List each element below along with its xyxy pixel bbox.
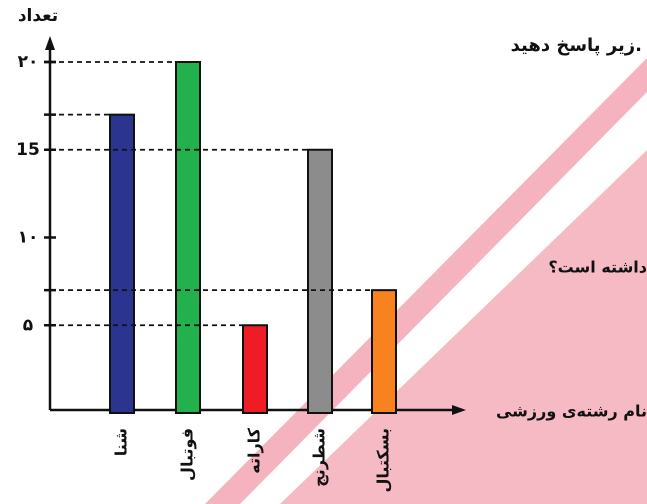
y-axis-arrow <box>45 36 55 50</box>
bar <box>242 324 268 414</box>
y-tick-label: 15 <box>16 140 40 160</box>
bar <box>371 289 397 414</box>
decoration <box>205 58 647 504</box>
x-tick-label: فوتبال <box>178 428 197 481</box>
y-tick-label: ۵ <box>23 315 33 335</box>
x-tick-label: کاراته <box>245 427 264 473</box>
x-axis-label: نام رشته‌ی ورزشی <box>496 402 647 421</box>
x-axis-arrow <box>452 405 466 415</box>
y-tick-label: ۲۰ <box>18 52 39 72</box>
x-tick-label: شطرنج <box>310 428 329 487</box>
annotation: زیر پاسخ دهید. <box>511 35 642 56</box>
x-tick-label: شنا <box>112 428 131 456</box>
y-tick-label: ۱۰ <box>18 228 39 248</box>
bar <box>175 61 201 414</box>
annotation: داشته است؟ <box>548 258 647 277</box>
bar <box>307 148 333 414</box>
x-tick-label: بسکتبال <box>374 428 393 493</box>
bar <box>109 113 135 415</box>
y-axis-label: تعداد <box>18 6 58 26</box>
